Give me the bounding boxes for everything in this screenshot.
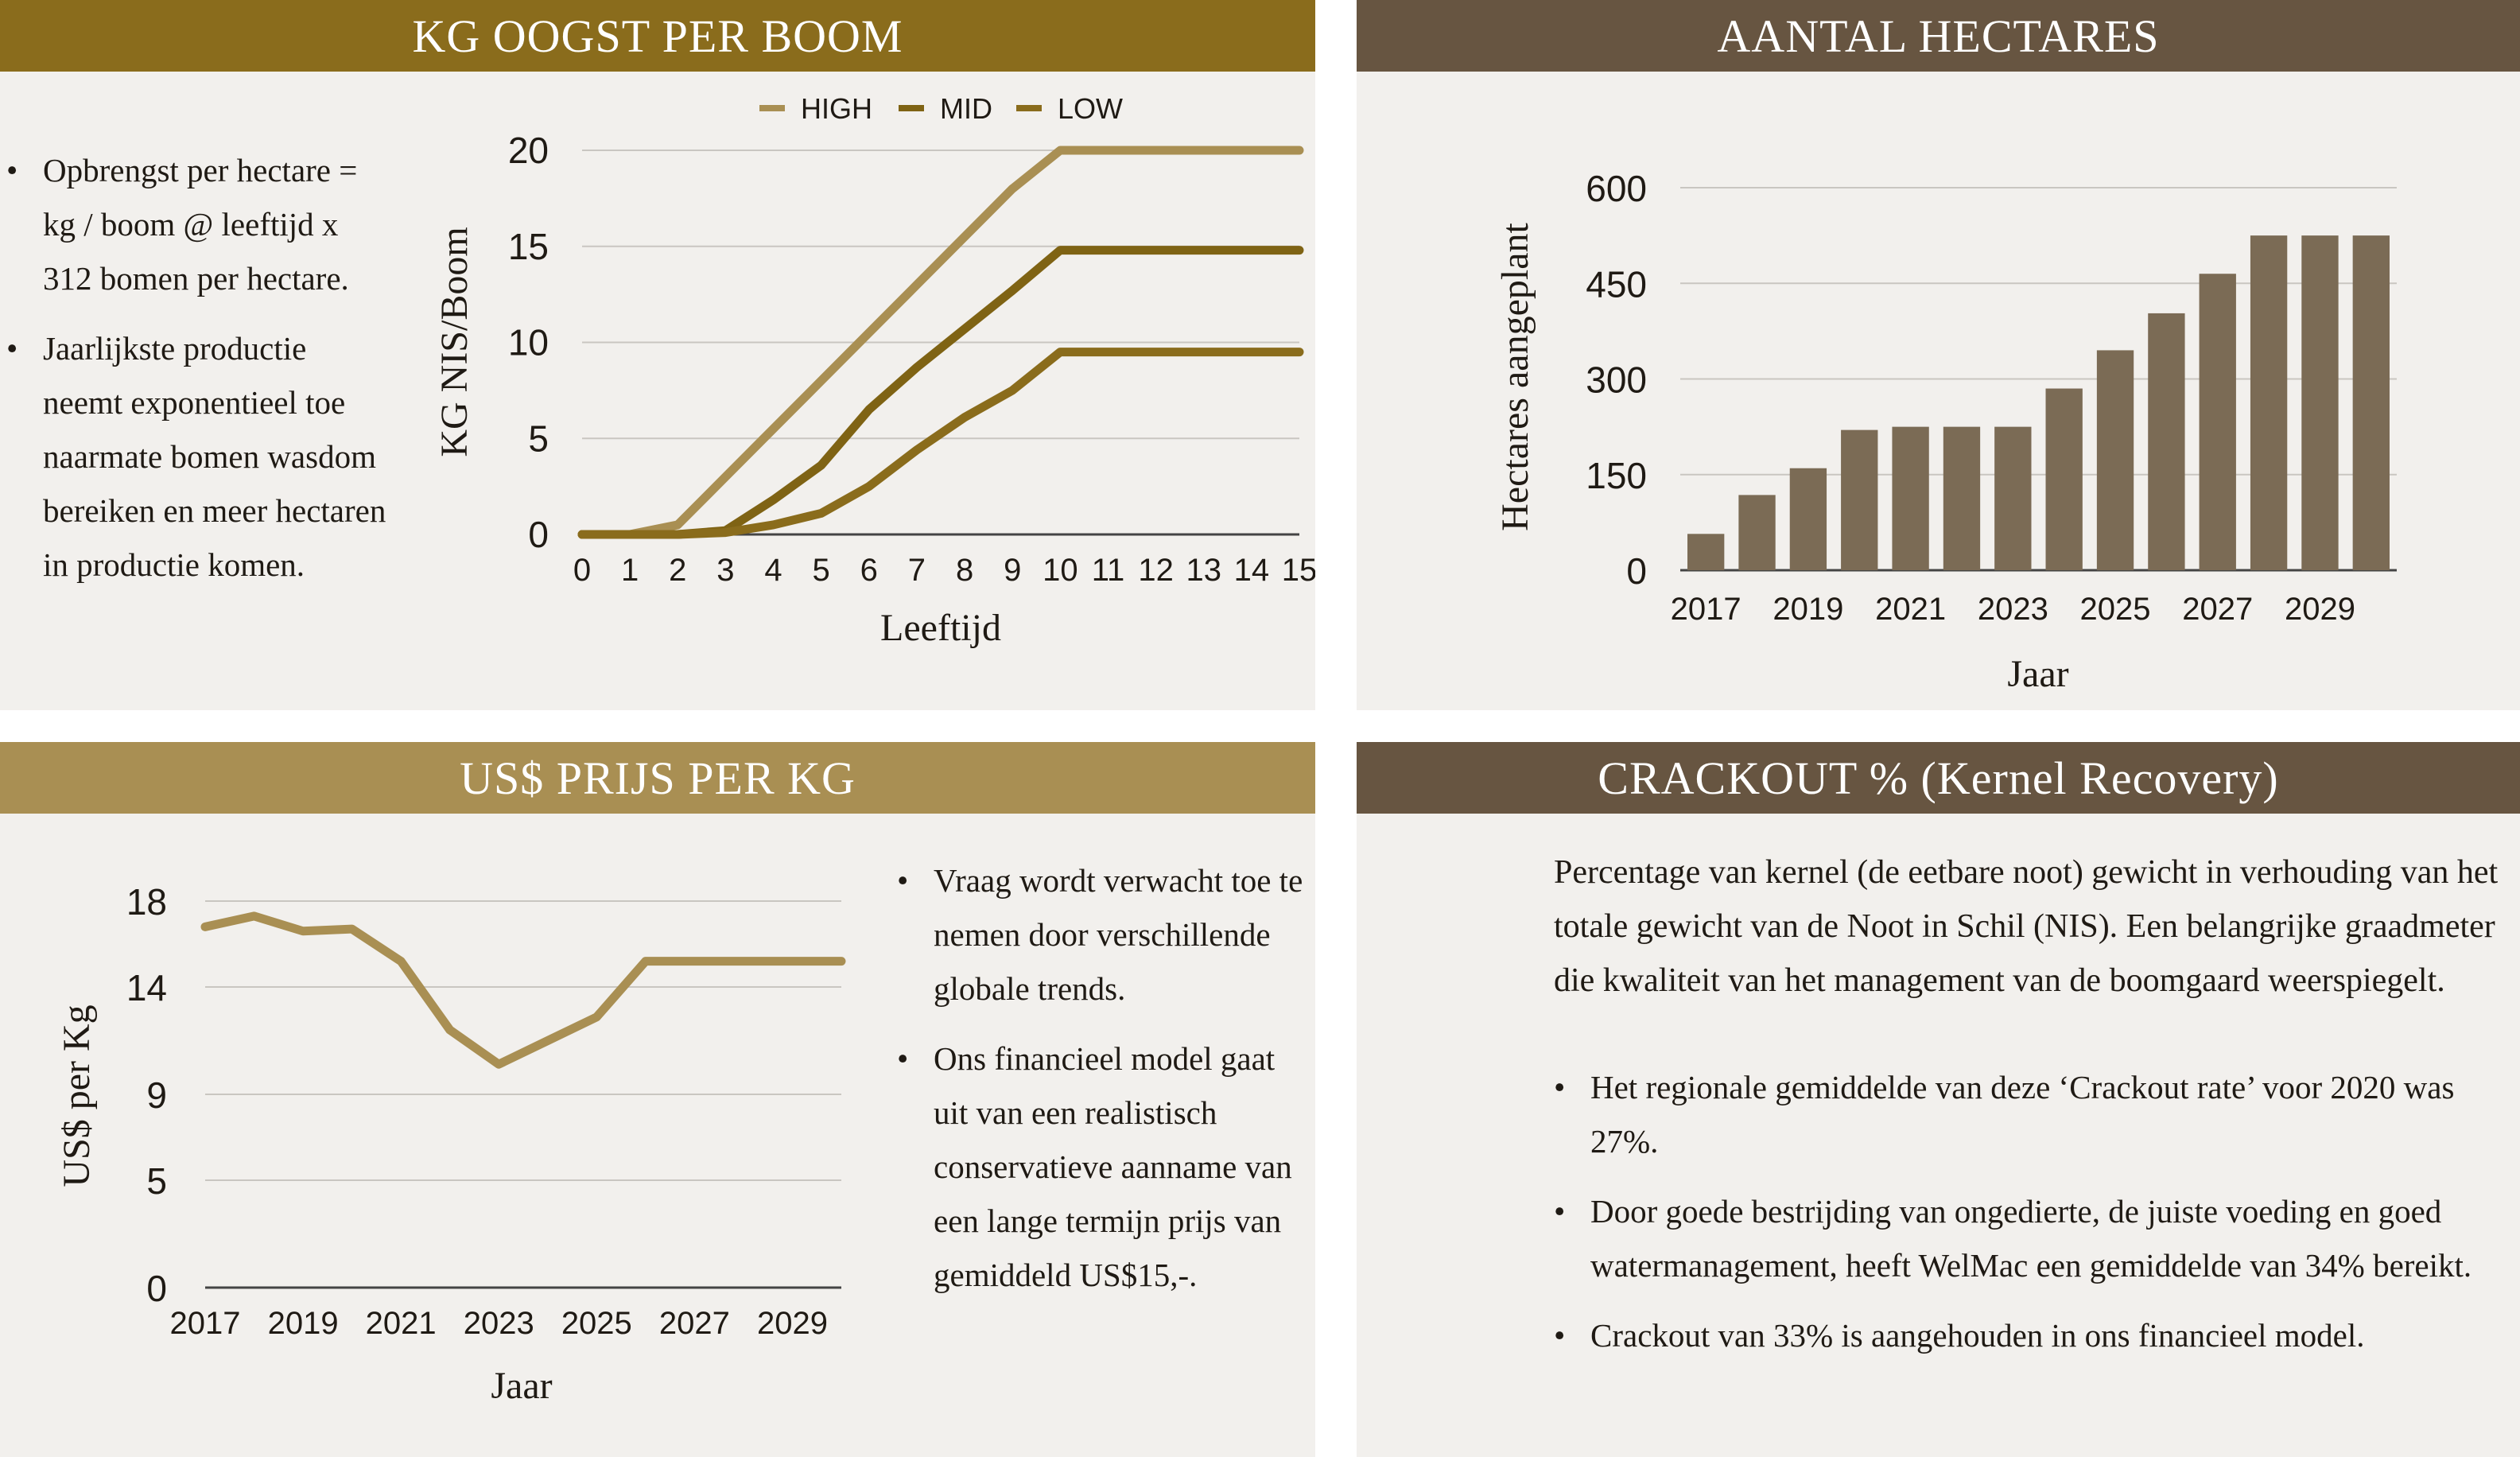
- x-axis-label: Leeftijd: [880, 607, 1001, 649]
- bar: [2250, 235, 2288, 570]
- bar: [1789, 468, 1827, 570]
- x-tick-label: 2021: [1875, 592, 1946, 627]
- x-tick-label: 2: [669, 553, 686, 588]
- x-tick-label: 2025: [2080, 592, 2151, 627]
- price-bullet-list: Vraag wordt verwacht toe te nemen door v…: [897, 853, 1310, 1318]
- series-line-mid: [577, 246, 1304, 539]
- hectares-bar-chart: 0 150 300 450 600 2017 2019 2021 2023 2025 2027 202…: [1494, 168, 2397, 695]
- bar: [2352, 235, 2390, 570]
- bar: [1841, 429, 1878, 570]
- x-tick-label: 0: [573, 553, 591, 588]
- y-tick-label: 5: [528, 418, 549, 459]
- x-tick-label: 11: [1092, 553, 1125, 588]
- bullet-item: Jaarlijkste productie neemt exponentieel…: [6, 321, 388, 592]
- panel-kg-oogst: KG OOGST PER BOOM Opbrengst per hectare …: [0, 0, 1315, 710]
- bar: [2096, 350, 2134, 570]
- panel-title-price: US$ PRIJS PER KG: [0, 742, 1315, 814]
- x-tick-label: 2023: [464, 1306, 534, 1341]
- y-axis-label: Hectares aangeplant: [1494, 222, 1536, 530]
- y-tick-label: 600: [1586, 168, 1647, 209]
- x-tick-label: 2019: [1773, 592, 1843, 627]
- bullet-item: Het regionale gemiddelde van deze ‘Crack…: [1554, 1060, 2508, 1168]
- panel-title-crackout: CRACKOUT % (Kernel Recovery): [1357, 742, 2520, 814]
- x-tick-label: 10: [1043, 553, 1078, 588]
- legend-label: HIGH: [801, 92, 872, 125]
- x-axis-label: Jaar: [491, 1365, 552, 1407]
- y-tick-label: 0: [1626, 550, 1647, 592]
- x-tick-label: 4: [764, 553, 782, 588]
- panel-title-hectares: AANTAL HECTARES: [1357, 0, 2520, 72]
- x-tick-label: 12: [1138, 553, 1174, 588]
- y-tick-label: 20: [508, 130, 549, 171]
- x-tick-label: 2029: [2285, 592, 2355, 627]
- bar: [1738, 495, 1776, 570]
- x-tick-label: 2027: [2182, 592, 2253, 627]
- bar: [2199, 274, 2236, 570]
- legend-label: LOW: [1058, 92, 1123, 125]
- x-tick-label: 3: [716, 553, 734, 588]
- y-tick-label: 450: [1586, 263, 1647, 305]
- y-tick-label: 150: [1586, 455, 1647, 496]
- y-tick-label: 0: [528, 514, 549, 555]
- x-tick-label: 2027: [659, 1306, 730, 1341]
- x-tick-label: 6: [860, 553, 878, 588]
- y-tick-label: 14: [126, 967, 167, 1008]
- crackout-intro: Percentage van kernel (de eetbare noot) …: [1554, 854, 2499, 999]
- y-tick-label: 5: [146, 1160, 167, 1202]
- bar: [1943, 426, 1981, 570]
- x-tick-label: 2029: [757, 1306, 828, 1341]
- bullet-item: Crackout van 33% is aangehouden in ons f…: [1554, 1308, 2508, 1362]
- y-tick-label: 18: [126, 881, 167, 923]
- x-tick-label: 13: [1186, 553, 1221, 588]
- series-line-price: [200, 911, 846, 1069]
- x-tick-label: 2025: [561, 1306, 632, 1341]
- y-tick-label: 300: [1586, 359, 1647, 401]
- x-tick-label: 2019: [268, 1306, 339, 1341]
- y-tick-label: 15: [508, 226, 549, 267]
- x-tick-label: 5: [813, 553, 830, 588]
- x-tick-label: 1: [621, 553, 639, 588]
- bar: [2301, 235, 2339, 570]
- panel-crackout: CRACKOUT % (Kernel Recovery) Percentage …: [1357, 742, 2520, 1457]
- x-tick-label: 8: [956, 553, 973, 588]
- series-line-high: [577, 146, 1304, 539]
- x-tick-label: 14: [1234, 553, 1270, 588]
- x-tick-label: 2023: [1978, 592, 2048, 627]
- bar: [1994, 426, 2032, 570]
- y-tick-label: 10: [508, 322, 549, 363]
- bar: [2148, 313, 2185, 570]
- x-tick-label: 2021: [366, 1306, 437, 1341]
- bar: [1687, 534, 1725, 570]
- x-tick-label: 9: [1004, 553, 1021, 588]
- x-axis-label: Jaar: [2007, 653, 2068, 695]
- kg-bullet-list: Opbrengst per hectare = kg / boom @ leef…: [6, 143, 388, 608]
- y-tick-label: 9: [146, 1074, 167, 1116]
- bar: [2045, 388, 2083, 570]
- x-tick-label: 2017: [1671, 592, 1741, 627]
- price-line-chart: 0 5 9 14 18 2017 2019 2021 2023 2025 2027 2029 Jaar U…: [56, 881, 846, 1407]
- bullet-item: Opbrengst per hectare = kg / boom @ leef…: [6, 143, 388, 305]
- x-tick-label: 2017: [170, 1306, 241, 1341]
- x-tick-label: 7: [908, 553, 926, 588]
- bar: [1892, 426, 1929, 570]
- y-axis-label: US$ per Kg: [56, 1004, 98, 1187]
- series-line-low: [577, 348, 1304, 539]
- bullet-item: Vraag wordt verwacht toe te nemen door v…: [897, 853, 1310, 1016]
- bullet-item: Door goede bestrijding van ongedierte, d…: [1554, 1184, 2508, 1292]
- y-axis-label: KG NIS/Boom: [433, 227, 476, 457]
- bullet-item: Ons financieel model gaat uit van een re…: [897, 1032, 1310, 1302]
- x-tick-label: 15: [1282, 553, 1315, 588]
- panel-title-kg-oogst: KG OOGST PER BOOM: [0, 0, 1315, 72]
- crackout-bullet-list: Het regionale gemiddelde van deze ‘Crack…: [1554, 1060, 2508, 1378]
- panel-price: US$ PRIJS PER KG 0 5 9 14 18 2017 2019 2021 2023…: [0, 742, 1315, 1457]
- legend-label: MID: [940, 92, 992, 125]
- y-tick-label: 0: [146, 1268, 167, 1309]
- panel-hectares: AANTAL HECTARES 0 150 300 450 600 2017 2019 202…: [1357, 0, 2520, 710]
